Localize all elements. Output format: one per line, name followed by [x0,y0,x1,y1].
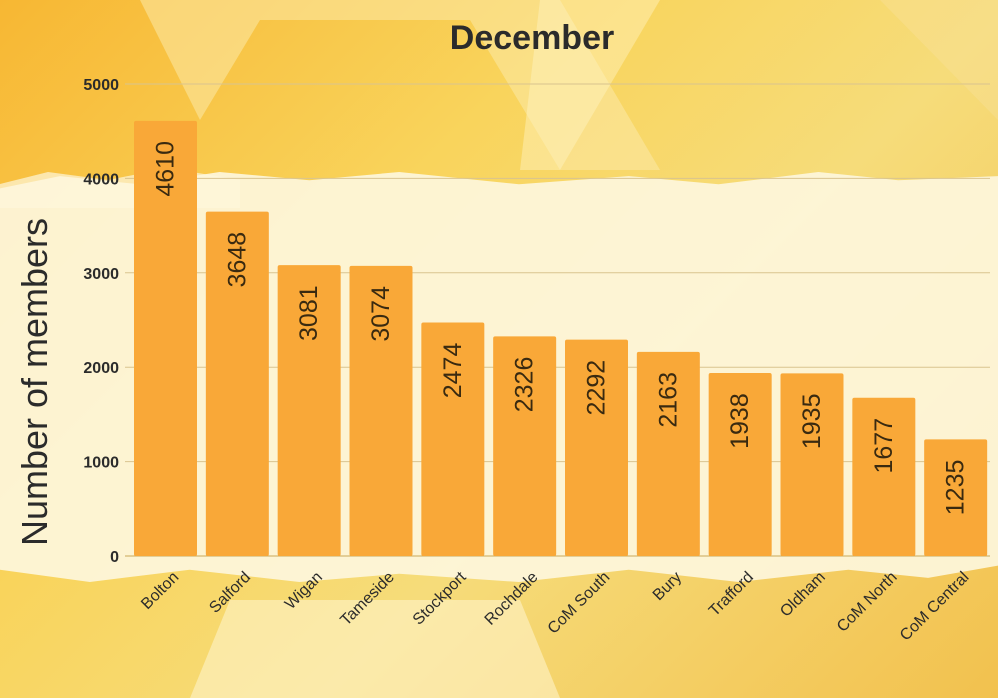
y-axis-ticks: 0 1000 2000 3000 4000 5000 [83,77,119,566]
data-label: 4610 [152,141,180,197]
x-axis-ticks: Bolton Salford Wigan Tameside Stockport Rochd… [138,568,972,644]
y-axis-label: Number of members [14,218,55,546]
data-label: 1235 [942,460,970,516]
data-label: 3648 [223,232,251,288]
data-label: 1677 [870,418,898,474]
x-tick-label: Oldham [777,569,829,621]
bar [277,265,341,556]
bars: 4610 3648 3081 3074 2474 2326 2292 2163 1938 1935… [134,120,988,557]
x-tick-label: CoM South [545,569,614,638]
data-label: 3081 [295,285,323,341]
data-label: 3074 [367,286,395,342]
x-tick-label: Bury [650,569,685,604]
gridlines [125,83,990,557]
x-tick-label: Salford [206,569,254,617]
x-tick-label: Trafford [706,569,757,620]
data-label: 1935 [798,394,826,450]
x-tick-label: CoM North [834,569,901,636]
y-tick-label: 1000 [83,455,119,472]
bar [565,339,628,556]
bar [205,211,269,557]
x-tick-label: Stockport [410,568,470,628]
data-label: 1938 [726,393,754,449]
data-label: 2292 [583,360,611,416]
bar [349,265,413,556]
bar [924,439,988,556]
bar [852,397,916,556]
bar [134,120,197,556]
y-tick-label: 3000 [83,266,119,283]
bar [780,373,844,556]
y-tick-label: 5000 [83,77,119,94]
y-tick-label: 0 [110,549,119,566]
bar [421,322,485,556]
data-label: 2326 [511,357,539,413]
x-tick-label: Rochdale [482,569,542,629]
bar [493,336,557,556]
data-label: 2474 [439,343,467,399]
y-tick-label: 2000 [83,360,119,377]
y-tick-label: 4000 [83,171,119,188]
chart-title: December [450,19,614,57]
bar [636,351,700,556]
data-label: 2163 [654,372,682,428]
x-tick-label: CoM Central [897,569,973,645]
bar [708,373,772,556]
x-tick-label: Wigan [282,569,326,613]
x-tick-label: Bolton [138,569,182,613]
x-tick-label: Tameside [337,569,398,630]
